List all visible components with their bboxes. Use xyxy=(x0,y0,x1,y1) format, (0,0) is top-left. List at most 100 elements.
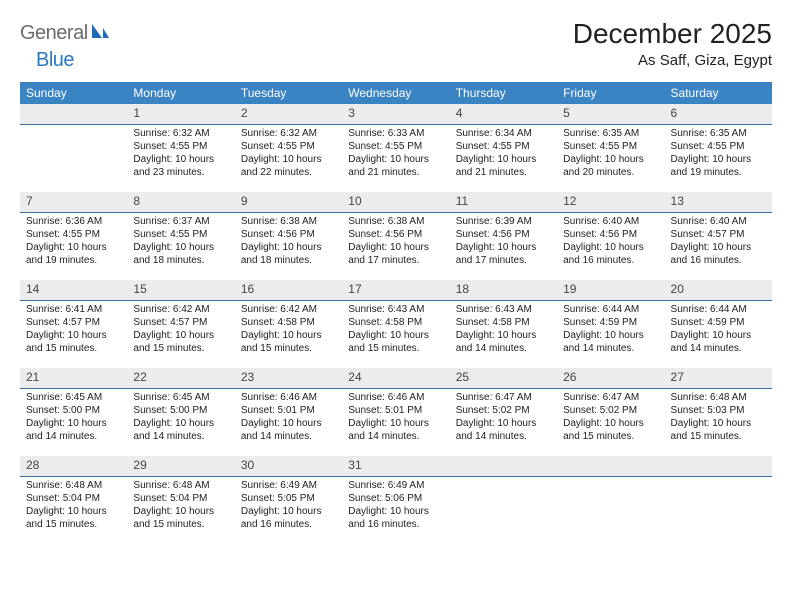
daylight-line: Daylight: 10 hours and 17 minutes. xyxy=(348,241,443,267)
day-details: Sunrise: 6:40 AMSunset: 4:56 PMDaylight:… xyxy=(557,213,664,271)
daylight-line: Daylight: 10 hours and 15 minutes. xyxy=(133,329,228,355)
daylight-line: Daylight: 10 hours and 15 minutes. xyxy=(348,329,443,355)
day-details: Sunrise: 6:45 AMSunset: 5:00 PMDaylight:… xyxy=(20,389,127,447)
day-details: Sunrise: 6:35 AMSunset: 4:55 PMDaylight:… xyxy=(557,125,664,183)
day-number: 20 xyxy=(665,280,772,300)
day-details: Sunrise: 6:35 AMSunset: 4:55 PMDaylight:… xyxy=(665,125,772,183)
weekday-header: Sunday xyxy=(20,82,127,104)
sunset-line: Sunset: 5:05 PM xyxy=(241,492,336,505)
sunrise-line: Sunrise: 6:48 AM xyxy=(133,479,228,492)
day-number: 28 xyxy=(20,456,127,476)
day-details: Sunrise: 6:39 AMSunset: 4:56 PMDaylight:… xyxy=(450,213,557,271)
sunset-line: Sunset: 4:55 PM xyxy=(133,140,228,153)
sunset-line: Sunset: 4:55 PM xyxy=(348,140,443,153)
day-number: 15 xyxy=(127,280,234,300)
calendar-cell: 14Sunrise: 6:41 AMSunset: 4:57 PMDayligh… xyxy=(20,280,127,368)
sunrise-line: Sunrise: 6:32 AM xyxy=(133,127,228,140)
calendar-cell: 13Sunrise: 6:40 AMSunset: 4:57 PMDayligh… xyxy=(665,192,772,280)
day-number: 8 xyxy=(127,192,234,212)
calendar-cell: 11Sunrise: 6:39 AMSunset: 4:56 PMDayligh… xyxy=(450,192,557,280)
sunrise-line: Sunrise: 6:35 AM xyxy=(563,127,658,140)
sunset-line: Sunset: 4:55 PM xyxy=(563,140,658,153)
calendar-row: 28Sunrise: 6:48 AMSunset: 5:04 PMDayligh… xyxy=(20,456,772,544)
day-number: 12 xyxy=(557,192,664,212)
daylight-line: Daylight: 10 hours and 16 minutes. xyxy=(563,241,658,267)
sunrise-line: Sunrise: 6:45 AM xyxy=(26,391,121,404)
calendar-cell xyxy=(20,104,127,192)
sunset-line: Sunset: 5:04 PM xyxy=(133,492,228,505)
weekday-header: Friday xyxy=(557,82,664,104)
day-details: Sunrise: 6:46 AMSunset: 5:01 PMDaylight:… xyxy=(235,389,342,447)
sunset-line: Sunset: 5:00 PM xyxy=(26,404,121,417)
day-details: Sunrise: 6:43 AMSunset: 4:58 PMDaylight:… xyxy=(450,301,557,359)
sunset-line: Sunset: 4:58 PM xyxy=(348,316,443,329)
calendar-cell: 18Sunrise: 6:43 AMSunset: 4:58 PMDayligh… xyxy=(450,280,557,368)
sunrise-line: Sunrise: 6:38 AM xyxy=(348,215,443,228)
daylight-line: Daylight: 10 hours and 21 minutes. xyxy=(348,153,443,179)
sunset-line: Sunset: 4:56 PM xyxy=(563,228,658,241)
day-number: 19 xyxy=(557,280,664,300)
calendar-cell: 1Sunrise: 6:32 AMSunset: 4:55 PMDaylight… xyxy=(127,104,234,192)
sunrise-line: Sunrise: 6:32 AM xyxy=(241,127,336,140)
location-subtitle: As Saff, Giza, Egypt xyxy=(573,52,772,69)
daylight-line: Daylight: 10 hours and 15 minutes. xyxy=(133,505,228,531)
day-number: 31 xyxy=(342,456,449,476)
sunset-line: Sunset: 4:56 PM xyxy=(348,228,443,241)
daylight-line: Daylight: 10 hours and 14 minutes. xyxy=(241,417,336,443)
calendar-cell: 12Sunrise: 6:40 AMSunset: 4:56 PMDayligh… xyxy=(557,192,664,280)
day-details: Sunrise: 6:47 AMSunset: 5:02 PMDaylight:… xyxy=(450,389,557,447)
day-number: 10 xyxy=(342,192,449,212)
daylight-line: Daylight: 10 hours and 15 minutes. xyxy=(26,329,121,355)
sunrise-line: Sunrise: 6:42 AM xyxy=(241,303,336,316)
daylight-line: Daylight: 10 hours and 19 minutes. xyxy=(26,241,121,267)
sunset-line: Sunset: 5:03 PM xyxy=(671,404,766,417)
weekday-header-row: SundayMondayTuesdayWednesdayThursdayFrid… xyxy=(20,82,772,104)
calendar-cell: 4Sunrise: 6:34 AMSunset: 4:55 PMDaylight… xyxy=(450,104,557,192)
daylight-line: Daylight: 10 hours and 19 minutes. xyxy=(671,153,766,179)
calendar-cell: 25Sunrise: 6:47 AMSunset: 5:02 PMDayligh… xyxy=(450,368,557,456)
calendar-row: 14Sunrise: 6:41 AMSunset: 4:57 PMDayligh… xyxy=(20,280,772,368)
calendar-cell: 8Sunrise: 6:37 AMSunset: 4:55 PMDaylight… xyxy=(127,192,234,280)
day-number xyxy=(665,456,772,476)
calendar-cell: 10 Sunrise: 6:38 AMSunset: 4:56 PMDayligh… xyxy=(342,192,449,280)
day-number: 17 xyxy=(342,280,449,300)
sunset-line: Sunset: 4:57 PM xyxy=(671,228,766,241)
day-number: 3 xyxy=(342,104,449,124)
calendar-cell: 3Sunrise: 6:33 AMSunset: 4:55 PMDaylight… xyxy=(342,104,449,192)
sunset-line: Sunset: 4:56 PM xyxy=(456,228,551,241)
sunset-line: Sunset: 4:58 PM xyxy=(456,316,551,329)
sunrise-line: Sunrise: 6:39 AM xyxy=(456,215,551,228)
day-details: Sunrise: 6:44 AMSunset: 4:59 PMDaylight:… xyxy=(557,301,664,359)
day-details: Sunrise: 6:43 AMSunset: 4:58 PMDaylight:… xyxy=(342,301,449,359)
sunrise-line: Sunrise: 6:44 AM xyxy=(563,303,658,316)
day-details: Sunrise: 6:33 AMSunset: 4:55 PMDaylight:… xyxy=(342,125,449,183)
month-title: December 2025 xyxy=(573,18,772,50)
sunrise-line: Sunrise: 6:43 AM xyxy=(348,303,443,316)
daylight-line: Daylight: 10 hours and 14 minutes. xyxy=(563,329,658,355)
calendar-cell: 22Sunrise: 6:45 AMSunset: 5:00 PMDayligh… xyxy=(127,368,234,456)
daylight-line: Daylight: 10 hours and 14 minutes. xyxy=(456,329,551,355)
sunset-line: Sunset: 4:59 PM xyxy=(671,316,766,329)
day-number: 2 xyxy=(235,104,342,124)
calendar-cell: 21Sunrise: 6:45 AMSunset: 5:00 PMDayligh… xyxy=(20,368,127,456)
sunrise-line: Sunrise: 6:44 AM xyxy=(671,303,766,316)
calendar-cell: 24Sunrise: 6:46 AMSunset: 5:01 PMDayligh… xyxy=(342,368,449,456)
day-number: 4 xyxy=(450,104,557,124)
sunrise-line: Sunrise: 6:38 AM xyxy=(241,215,336,228)
day-details: Sunrise: 6:48 AMSunset: 5:04 PMDaylight:… xyxy=(127,477,234,535)
sunrise-line: Sunrise: 6:34 AM xyxy=(456,127,551,140)
calendar-row: 21Sunrise: 6:45 AMSunset: 5:00 PMDayligh… xyxy=(20,368,772,456)
calendar-cell: 31Sunrise: 6:49 AMSunset: 5:06 PMDayligh… xyxy=(342,456,449,544)
sunrise-line: Sunrise: 6:48 AM xyxy=(26,479,121,492)
day-details: Sunrise: 6:40 AMSunset: 4:57 PMDaylight:… xyxy=(665,213,772,271)
day-details: Sunrise: 6:48 AMSunset: 5:04 PMDaylight:… xyxy=(20,477,127,535)
day-details: Sunrise: 6:48 AMSunset: 5:03 PMDaylight:… xyxy=(665,389,772,447)
day-number: 29 xyxy=(127,456,234,476)
calendar-cell: 19Sunrise: 6:44 AMSunset: 4:59 PMDayligh… xyxy=(557,280,664,368)
sunrise-line: Sunrise: 6:43 AM xyxy=(456,303,551,316)
daylight-line: Daylight: 10 hours and 15 minutes. xyxy=(671,417,766,443)
day-details: Sunrise: 6:36 AMSunset: 4:55 PMDaylight:… xyxy=(20,213,127,271)
sunset-line: Sunset: 5:02 PM xyxy=(563,404,658,417)
day-details: Sunrise: 6:37 AMSunset: 4:55 PMDaylight:… xyxy=(127,213,234,271)
daylight-line: Daylight: 10 hours and 14 minutes. xyxy=(133,417,228,443)
